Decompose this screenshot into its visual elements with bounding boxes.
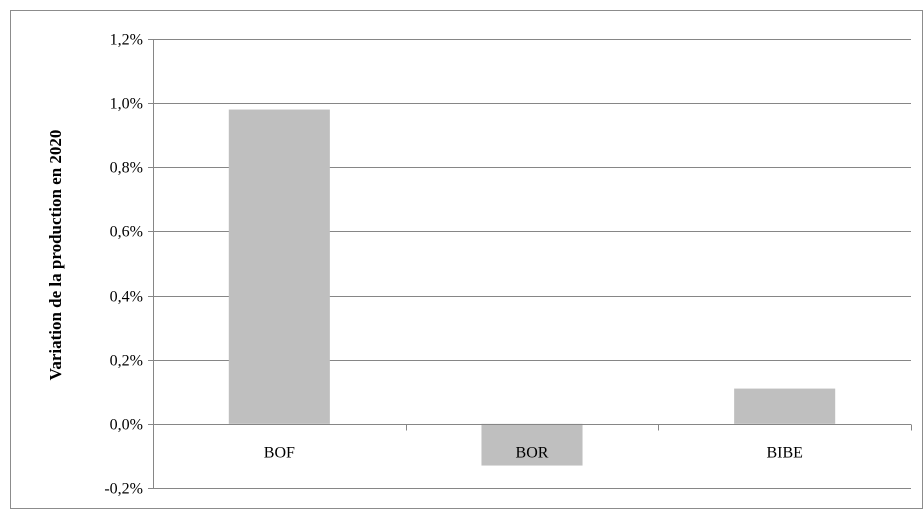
x-category-label: BOF [264, 445, 295, 462]
x-category-label: BIBE [766, 445, 802, 462]
y-tick-label: 0,4% [110, 289, 143, 306]
y-tick-label: 0,6% [110, 224, 143, 241]
bars [228, 109, 836, 466]
axes [148, 39, 912, 489]
x-category-label: BOR [516, 445, 549, 462]
y-tick-label: 1,2% [110, 32, 143, 49]
bar-bof [228, 109, 330, 424]
y-tick-label: 0,2% [110, 353, 143, 370]
y-tick-label: 1,0% [110, 96, 143, 113]
bar-bor [481, 423, 583, 466]
y-tick-label: 0,0% [110, 417, 143, 434]
labels: -0,2% 0,0% 0,2% 0,4% 0,6% 0,8% 1,0% 1,2% BOF BOR B… [104, 32, 803, 498]
y-tick-label: -0,2% [104, 481, 143, 498]
bar-bibe [734, 388, 836, 424]
y-axis-title: Variation de la production en 2020 [46, 130, 65, 381]
y-tick-label: 0,8% [110, 160, 143, 177]
chart-border [10, 10, 923, 509]
